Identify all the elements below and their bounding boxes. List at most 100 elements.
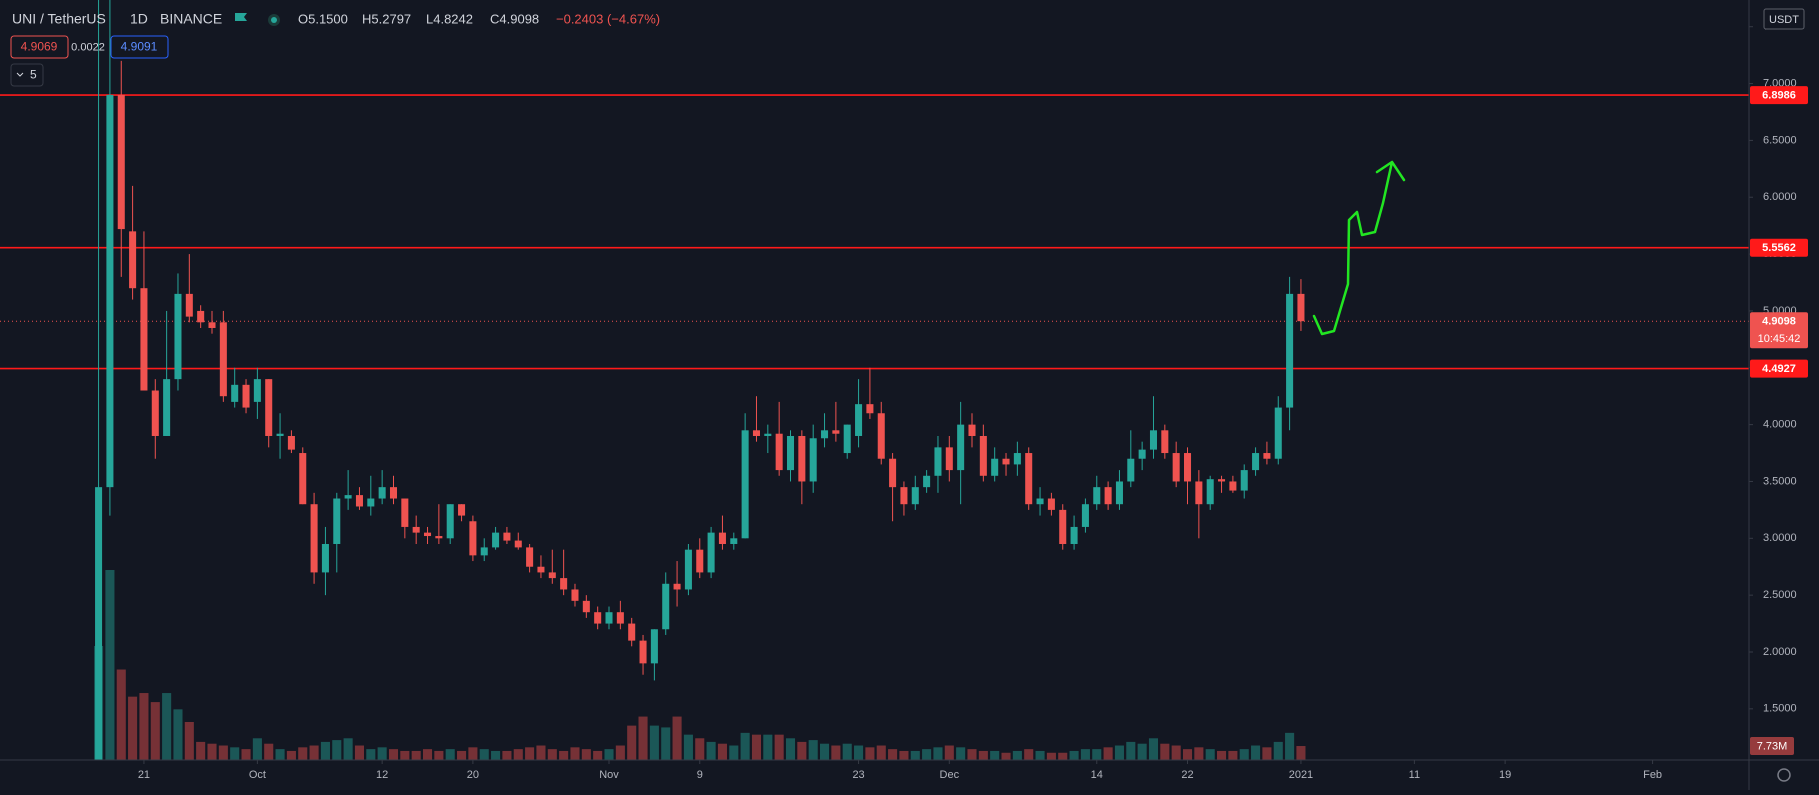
- candle-body: [106, 94, 114, 488]
- volume-bar: [683, 734, 693, 760]
- level-label: 4.4927: [1762, 363, 1796, 375]
- volume-bar: [967, 749, 977, 760]
- candle-body: [333, 498, 341, 544]
- volume-bar: [457, 750, 467, 760]
- candle-body: [310, 504, 318, 573]
- volume-bar: [649, 725, 659, 760]
- x-tick-label: Nov: [599, 769, 619, 781]
- x-tick-label: 9: [697, 769, 703, 781]
- candle-body: [1047, 498, 1055, 510]
- volume-bar: [615, 745, 625, 760]
- candle-body: [798, 435, 806, 482]
- candle-body: [95, 487, 103, 760]
- candle-body: [378, 487, 386, 499]
- volume-bar: [536, 745, 546, 760]
- candle-body: [1172, 453, 1180, 482]
- candle-body: [1149, 430, 1158, 450]
- candle-body: [344, 495, 352, 499]
- volume-bar: [1262, 747, 1272, 760]
- volume-bar: [1160, 743, 1170, 760]
- candle-body: [548, 572, 556, 579]
- candle-body: [276, 433, 284, 436]
- candle-body: [321, 543, 329, 573]
- candle-body: [1013, 453, 1021, 465]
- sell-box[interactable]: [10, 35, 69, 59]
- volume-bar: [286, 750, 296, 760]
- flag-icon[interactable]: [235, 13, 247, 21]
- candle-body: [945, 447, 953, 471]
- candle-body: [923, 475, 931, 488]
- volume-bar: [150, 702, 160, 760]
- volume-bar: [1285, 732, 1295, 760]
- volume-bar: [627, 725, 637, 760]
- bid-price: 4.9069: [21, 40, 58, 54]
- level-label: 6.8986: [1762, 89, 1796, 101]
- candle-body: [1093, 487, 1101, 505]
- volume-label: 7.73M: [1757, 740, 1788, 752]
- volume-bar: [729, 745, 739, 760]
- candle-body: [582, 600, 590, 613]
- volume-bar: [581, 749, 591, 760]
- volume-bar: [559, 750, 569, 760]
- candle-body: [140, 288, 148, 391]
- level-label-bg: [1750, 86, 1808, 105]
- low-value: L4.8242: [426, 11, 473, 26]
- candle-body: [1081, 504, 1089, 527]
- x-tick-label: 11: [1409, 769, 1420, 781]
- axes: 1.50002.00002.50003.00003.50004.00004.50…: [138, 21, 1808, 781]
- candle-body: [219, 322, 227, 397]
- volume-bar: [468, 747, 478, 760]
- candle-body: [1070, 526, 1078, 544]
- volume-bar: [854, 745, 864, 760]
- volume-label-bg: [1750, 737, 1794, 756]
- volume-bar: [513, 749, 523, 760]
- volume-bar: [774, 734, 784, 760]
- volume-bar: [377, 747, 387, 760]
- buy-box[interactable]: [110, 35, 169, 59]
- volume-bar: [944, 745, 954, 760]
- settings-icon[interactable]: [1777, 768, 1791, 782]
- volume-bar: [434, 750, 444, 760]
- indicator-toggle[interactable]: [10, 63, 44, 87]
- candle-body: [514, 540, 522, 548]
- x-tick-label: Dec: [940, 769, 960, 781]
- volume-bar: [445, 749, 455, 760]
- y-tick-label: 1.5000: [1763, 703, 1797, 715]
- volume-bar: [332, 740, 342, 760]
- volume-bar: [1137, 743, 1147, 760]
- volume-bar: [910, 750, 920, 760]
- volume-bar: [320, 741, 330, 760]
- volume-bar: [1194, 747, 1204, 760]
- volume-bar: [740, 732, 750, 760]
- volume-bar: [751, 734, 762, 760]
- candle-body: [730, 538, 738, 544]
- volume-bar: [196, 741, 206, 760]
- volume-bar: [479, 749, 489, 760]
- candle-body: [208, 322, 216, 328]
- candle-body: [605, 612, 613, 624]
- level-layer: [0, 94, 1749, 370]
- candle-body: [1183, 453, 1192, 482]
- candle-body: [480, 547, 488, 556]
- candle-body: [1274, 407, 1282, 459]
- candle-body: [889, 458, 897, 488]
- volume-bar: [695, 738, 705, 760]
- candle-body: [242, 384, 250, 408]
- currency-box[interactable]: [1763, 8, 1805, 30]
- candle-body: [492, 532, 500, 548]
- candle-body: [650, 629, 658, 664]
- volume-bar: [1035, 750, 1045, 760]
- volume-bar: [230, 747, 240, 760]
- candle-body: [129, 231, 137, 289]
- volume-bar: [128, 696, 138, 760]
- volume-bar: [366, 749, 376, 760]
- last-price-bg: [1750, 312, 1808, 349]
- hand-drawn-arrow: [1312, 160, 1406, 336]
- volume-bar: [264, 743, 274, 760]
- x-tick-label: Feb: [1643, 769, 1662, 781]
- x-tick-label: Oct: [249, 769, 266, 781]
- candle-body: [1002, 458, 1010, 465]
- candle-body: [934, 447, 942, 476]
